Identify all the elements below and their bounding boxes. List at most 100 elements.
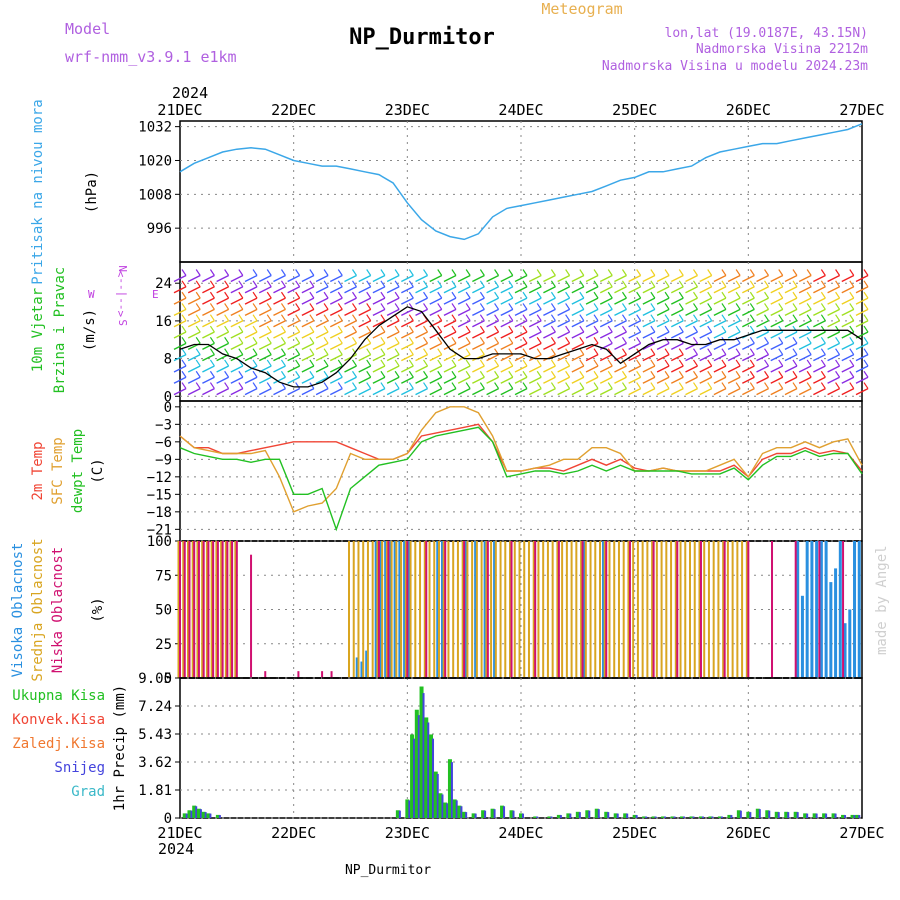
wind-barb-flag xyxy=(764,325,770,333)
wind-barb-flag xyxy=(522,269,528,276)
wind-barb-flag xyxy=(621,348,627,355)
wind-barb xyxy=(585,320,599,328)
wind-barb xyxy=(841,308,855,317)
cloud-bar xyxy=(404,541,407,678)
wind-barb xyxy=(827,376,840,384)
wind-barb-flag xyxy=(394,280,400,288)
wind-barb xyxy=(415,286,428,294)
y-tick-label: 0 xyxy=(164,389,172,405)
wind-barb xyxy=(472,376,485,384)
wind-barb xyxy=(855,286,869,294)
cloud-bar xyxy=(188,541,191,678)
wind-barb-flag xyxy=(593,337,599,344)
wind-barb xyxy=(401,320,414,328)
wind-barb xyxy=(713,354,727,362)
wind-barb-flag xyxy=(394,314,400,322)
wind-barb-flag xyxy=(636,325,642,333)
wind-barb xyxy=(699,286,713,294)
wind-barb-flag xyxy=(209,291,215,299)
wind-barb xyxy=(813,297,826,305)
wind-barb xyxy=(457,342,471,350)
wind-barb-flag xyxy=(536,291,542,299)
wind-barb xyxy=(670,274,684,283)
cloud-bar xyxy=(466,541,469,678)
wind-barb-flag xyxy=(423,280,429,288)
precip-snow-bar xyxy=(607,812,610,818)
wind-barb-flag xyxy=(508,337,514,344)
wind-barb-flag xyxy=(806,370,812,378)
wind-barb xyxy=(798,331,812,339)
wind-barb xyxy=(841,365,855,373)
wind-barb-flag xyxy=(579,325,585,333)
wind-barb-flag xyxy=(295,359,301,367)
cloud-bar xyxy=(480,541,483,678)
wind-barb xyxy=(770,331,784,339)
cloud-bar xyxy=(605,541,608,678)
wind-barb-flag xyxy=(366,337,372,344)
wind-barb xyxy=(813,365,826,373)
wind-barb-flag xyxy=(579,303,585,310)
precip-bar xyxy=(680,816,685,818)
wind-barb xyxy=(784,376,798,384)
wind-barb-flag xyxy=(650,269,656,276)
precip-bar xyxy=(215,814,220,818)
wind-barb-flag xyxy=(650,370,656,378)
wind-barb-flag xyxy=(224,314,230,322)
wind-barb-flag xyxy=(664,325,670,333)
wind-barb xyxy=(287,354,300,362)
wind-barb xyxy=(401,286,414,294)
wind-barb-flag xyxy=(195,325,201,333)
cloud-bar xyxy=(388,541,392,678)
panel-pressure: 996 1008 1020 1032 Pritisak na nivou mora (hP… xyxy=(30,99,863,285)
wind-barb-flag xyxy=(437,337,443,344)
cloud-bar xyxy=(518,541,521,678)
wind-barb xyxy=(386,320,400,328)
wind-barb xyxy=(486,354,499,362)
cloud-bar xyxy=(202,541,205,678)
wind-barb-flag xyxy=(423,337,429,344)
cloud-bar xyxy=(599,541,602,678)
precip-snow-bar xyxy=(432,738,435,818)
wind-barb-flag xyxy=(266,303,272,310)
wind-barb xyxy=(258,354,272,362)
cloud-bar xyxy=(636,541,639,678)
wind-barb-flag xyxy=(352,303,357,310)
wind-barb-flag xyxy=(664,359,670,367)
wind-barb xyxy=(642,308,656,317)
precip-snow-bar xyxy=(436,773,439,818)
wind-barb xyxy=(770,286,784,294)
wind-barb-flag xyxy=(764,314,770,322)
wind-barb-flag xyxy=(863,314,869,322)
wind-barb xyxy=(429,376,443,384)
wind-barb xyxy=(329,331,343,339)
precip-snow-bar xyxy=(474,813,477,818)
wind-barb-flag xyxy=(266,314,272,322)
wind-barb xyxy=(827,331,840,339)
wind-barb xyxy=(571,320,585,328)
top-date-label: 23DEC xyxy=(385,101,430,119)
wind-barb-flag xyxy=(820,337,826,344)
wind-barb-flag xyxy=(280,314,286,322)
wind-barb-flag xyxy=(863,337,869,344)
wind-barb xyxy=(841,387,855,396)
wind-barb xyxy=(784,274,798,283)
wind-barb-flag xyxy=(280,359,286,367)
wind-barb-flag xyxy=(323,370,329,378)
wind-barb xyxy=(173,286,187,294)
wind-barb-flag xyxy=(593,325,599,333)
wind-barb xyxy=(173,365,187,373)
cloud-bar xyxy=(360,661,364,678)
cloud-bar xyxy=(810,541,814,678)
wind-barb-flag xyxy=(707,370,713,378)
cloud-bar xyxy=(824,541,828,678)
wind-barb xyxy=(699,342,713,350)
wind-barb xyxy=(472,308,485,317)
wind-barb xyxy=(798,376,812,384)
wind-barb-flag xyxy=(522,280,528,288)
wind-barb-flag xyxy=(678,370,684,378)
y-tick-label: 1032 xyxy=(138,120,172,136)
wind-barb xyxy=(685,331,698,339)
wind-barb-flag xyxy=(735,314,741,322)
wind-barb xyxy=(429,342,443,350)
wind-barb xyxy=(329,354,343,362)
